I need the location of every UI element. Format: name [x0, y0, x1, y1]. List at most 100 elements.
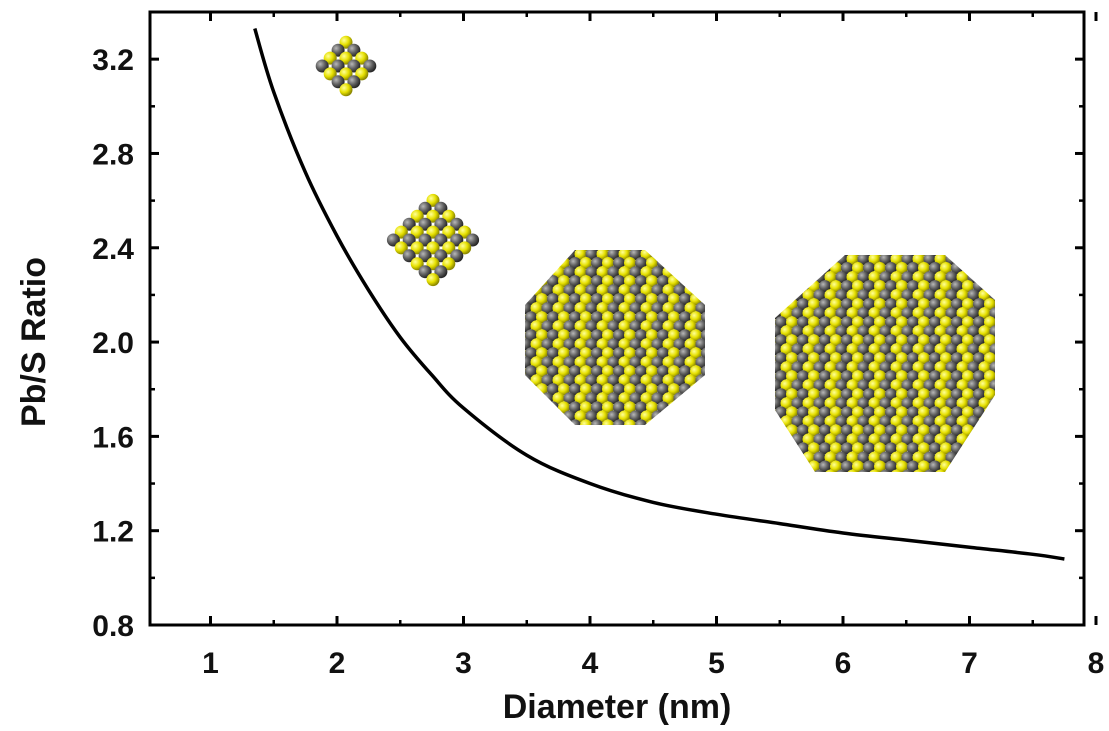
- sulfur-atom: [846, 379, 859, 392]
- lead-atom: [879, 343, 892, 356]
- sulfur-atom: [442, 225, 456, 239]
- sulfur-atom: [558, 365, 570, 378]
- sulfur-atom: [775, 280, 776, 293]
- sulfur-atom: [852, 460, 864, 472]
- sulfur-atom: [940, 370, 952, 383]
- sulfur-atom: [580, 311, 592, 324]
- sulfur-atom: [668, 401, 680, 414]
- sulfur-atom: [890, 415, 903, 428]
- sulfur-atom: [640, 392, 653, 405]
- sulfur-atom: [918, 298, 930, 311]
- lead-atom: [563, 356, 576, 369]
- sulfur-atom: [536, 401, 548, 414]
- lead-atom: [629, 356, 642, 369]
- lead-atom: [973, 388, 985, 401]
- nanocrystal-1: [315, 35, 377, 97]
- sulfur-atom: [846, 361, 859, 374]
- sulfur-atom: [580, 329, 592, 342]
- sulfur-atom: [690, 347, 702, 360]
- sulfur-atom: [596, 266, 609, 279]
- sulfur-atom: [580, 419, 592, 425]
- sulfur-atom: [890, 325, 903, 338]
- sulfur-atom: [536, 347, 548, 360]
- sulfur-atom: [574, 338, 587, 351]
- sulfur-atom: [618, 266, 631, 279]
- lead-atom: [929, 316, 941, 329]
- sulfur-atom: [940, 352, 952, 365]
- sulfur-atom: [868, 255, 881, 265]
- sulfur-atom: [874, 334, 886, 347]
- lead-atom: [841, 388, 853, 401]
- lead-atom: [923, 469, 936, 472]
- lead-atom: [857, 451, 870, 464]
- sulfur-atom: [775, 460, 776, 472]
- lead-atom: [967, 361, 980, 374]
- sulfur-atom: [852, 316, 864, 329]
- lead-atom: [813, 325, 826, 338]
- lead-atom: [967, 289, 980, 302]
- lead-atom: [923, 325, 936, 338]
- sulfur-atom: [684, 338, 697, 351]
- lead-atom: [951, 406, 963, 419]
- sulfur-atom: [896, 370, 908, 383]
- lead-atom: [775, 460, 787, 472]
- sulfur-atom: [830, 370, 842, 383]
- lead-atom: [701, 275, 705, 288]
- lead-atom: [989, 397, 995, 410]
- sulfur-atom: [662, 320, 675, 333]
- sulfur-atom: [956, 271, 969, 284]
- sulfur-atom: [786, 280, 798, 293]
- lead-atom: [651, 356, 664, 369]
- x-axis-title: Diameter (nm): [503, 688, 732, 726]
- lead-atom: [695, 374, 705, 387]
- lead-atom: [989, 451, 995, 464]
- lead-atom: [929, 406, 941, 419]
- nanocrystal-3: [525, 250, 705, 425]
- sulfur-atom: [956, 289, 969, 302]
- lead-atom: [418, 249, 432, 263]
- sulfur-atom: [624, 365, 636, 378]
- lead-atom: [547, 401, 559, 414]
- sulfur-atom: [596, 356, 609, 369]
- lead-atom: [695, 320, 705, 333]
- sulfur-atom: [962, 334, 974, 347]
- lead-atom: [525, 257, 537, 269]
- lead-atom: [791, 255, 804, 265]
- sulfur-atom: [596, 284, 609, 297]
- lead-atom: [775, 370, 787, 383]
- sulfur-atom: [912, 325, 925, 338]
- sulfur-atom: [890, 307, 903, 320]
- lead-atom: [857, 397, 870, 410]
- lead-atom: [819, 316, 831, 329]
- lead-atom: [569, 311, 581, 324]
- lead-atom: [450, 249, 464, 263]
- sulfur-atom: [824, 415, 837, 428]
- sulfur-atom: [830, 280, 842, 293]
- lead-atom: [434, 249, 448, 263]
- lead-atom: [819, 424, 831, 437]
- lead-atom: [525, 410, 532, 423]
- lead-atom: [967, 343, 980, 356]
- nanocrystal-4: [775, 255, 995, 472]
- lead-atom: [863, 255, 875, 256]
- sulfur-atom: [868, 415, 881, 428]
- sulfur-atom: [962, 388, 974, 401]
- sulfur-atom: [574, 302, 587, 315]
- sulfur-atom: [426, 225, 440, 239]
- lead-atom: [525, 329, 537, 342]
- sulfur-atom: [978, 255, 991, 265]
- sulfur-atom: [912, 361, 925, 374]
- lead-atom: [613, 311, 625, 324]
- sulfur-atom: [940, 424, 952, 437]
- lead-atom: [841, 424, 853, 437]
- sulfur-atom: [552, 250, 565, 260]
- lead-atom: [923, 451, 936, 464]
- sulfur-atom: [874, 406, 886, 419]
- sulfur-atom: [684, 302, 697, 315]
- lead-atom: [879, 307, 892, 320]
- x-tick-label: 4: [582, 647, 599, 680]
- sulfur-atom: [934, 469, 947, 472]
- lead-atom: [857, 271, 870, 284]
- lead-atom: [695, 302, 705, 315]
- sulfur-atom: [530, 266, 543, 279]
